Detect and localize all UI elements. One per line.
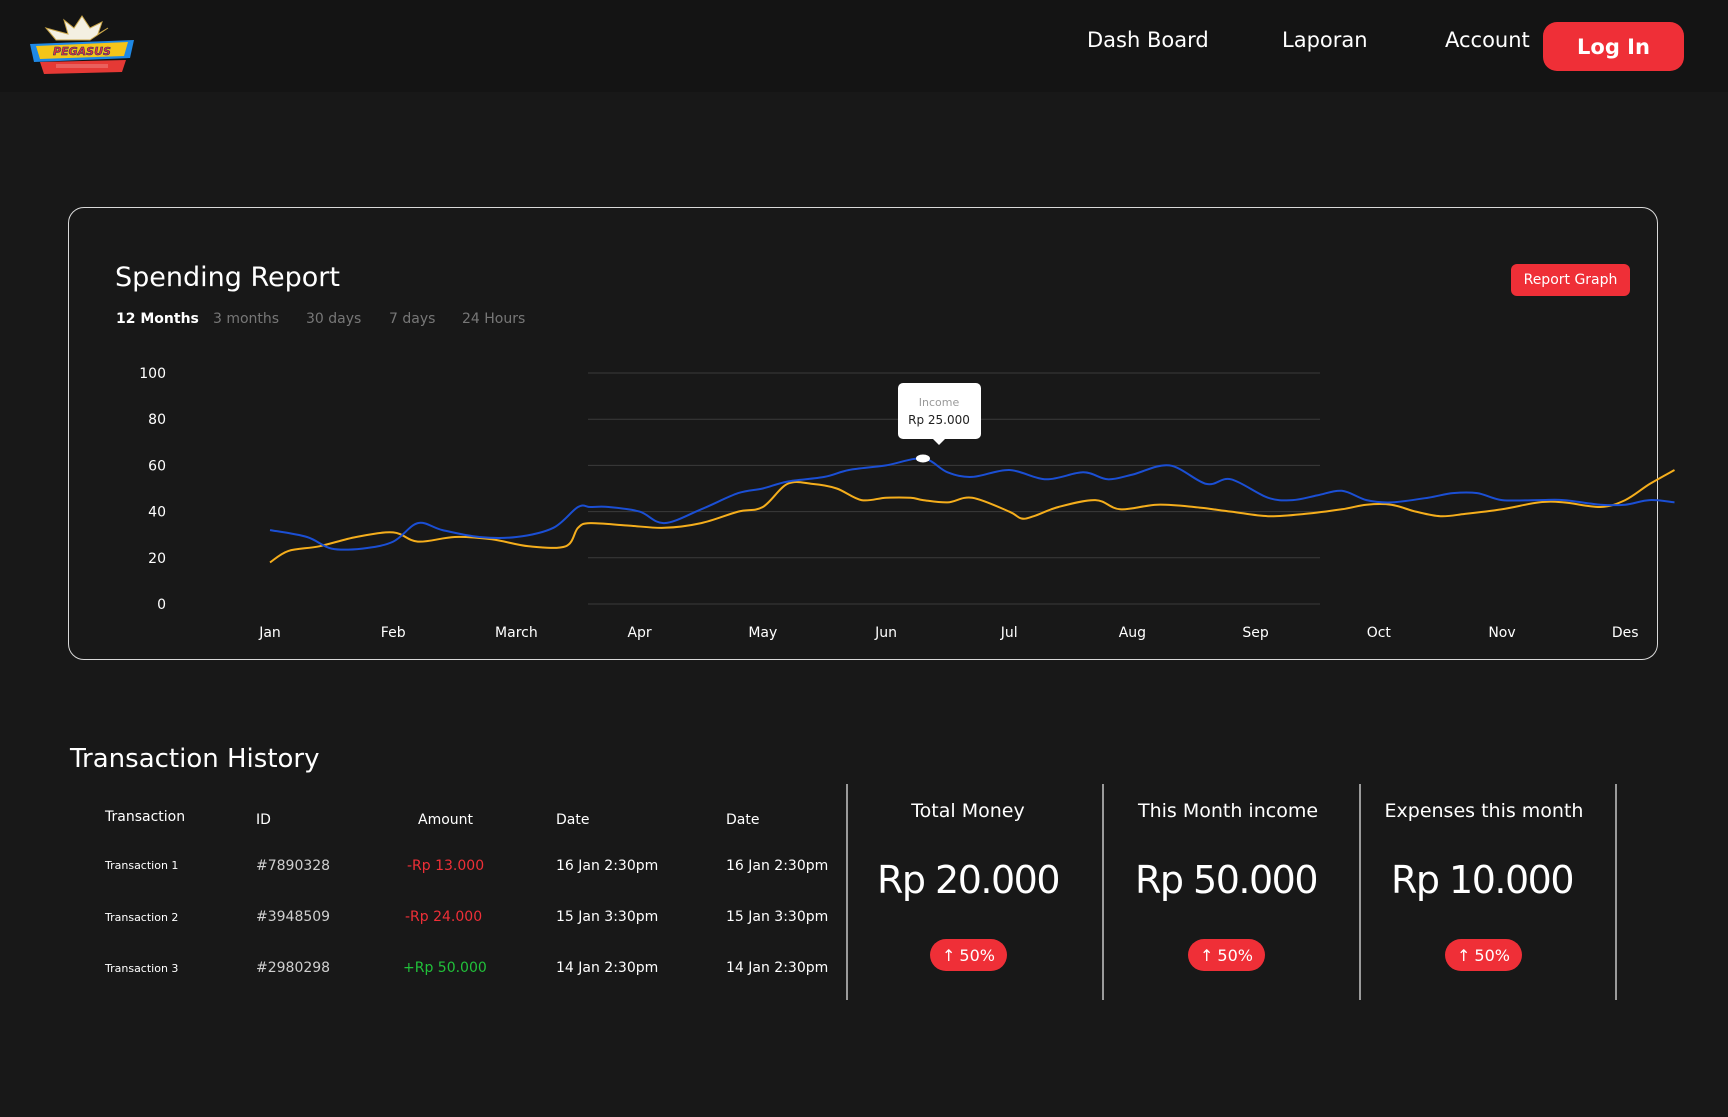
income-series-line bbox=[269, 457, 1675, 551]
stat-value: Rp 20.000 bbox=[876, 858, 1061, 902]
stat-change-value: 50% bbox=[1474, 945, 1510, 965]
tab-3-months[interactable]: 3 months bbox=[213, 311, 280, 327]
x-tick-label: Apr bbox=[627, 625, 651, 641]
report-graph-button[interactable]: Report Graph bbox=[1511, 264, 1630, 296]
transaction-amount: +Rp 50.000 bbox=[403, 960, 487, 976]
x-tick-label: Sep bbox=[1242, 625, 1269, 641]
stat-title: Expenses this month bbox=[1384, 800, 1584, 822]
x-tick-label: March bbox=[495, 625, 538, 641]
x-tick-label: Des bbox=[1612, 625, 1639, 641]
tab-12-months[interactable]: 12 Months bbox=[116, 311, 199, 327]
x-tick-label: Feb bbox=[381, 625, 406, 641]
x-tick-label: May bbox=[748, 625, 777, 641]
column-header-id: ID bbox=[256, 812, 271, 828]
column-header-date-2: Date bbox=[726, 812, 760, 828]
arrow-up-icon: ↑ bbox=[1200, 945, 1214, 965]
y-tick-label: 80 bbox=[148, 412, 166, 428]
chart-tooltip: Income Rp 25.000 bbox=[898, 383, 981, 445]
stat-divider bbox=[1102, 784, 1104, 1000]
transaction-name: Transaction 1 bbox=[105, 859, 179, 872]
stat-title: This Month income bbox=[1137, 800, 1319, 822]
transaction-amount: -Rp 13.000 bbox=[407, 858, 485, 874]
transaction-date-2: 16 Jan 2:30pm bbox=[726, 858, 829, 874]
transaction-date-2: 14 Jan 2:30pm bbox=[726, 960, 829, 976]
x-tick-label: Nov bbox=[1488, 625, 1515, 641]
nav-dashboard[interactable]: Dash Board bbox=[1087, 28, 1209, 52]
arrow-up-icon: ↑ bbox=[942, 945, 956, 965]
spending-report-card bbox=[68, 207, 1658, 660]
y-tick-label: 40 bbox=[148, 505, 166, 521]
login-button[interactable]: Log In bbox=[1543, 22, 1684, 71]
transaction-name: Transaction 2 bbox=[105, 911, 179, 924]
stat-value: Rp 10.000 bbox=[1390, 858, 1575, 902]
stat-change-badge: ↑ 50% bbox=[1445, 939, 1522, 971]
nav-account[interactable]: Account bbox=[1445, 28, 1530, 52]
transaction-date-2: 15 Jan 3:30pm bbox=[726, 909, 829, 925]
x-tick-label: Oct bbox=[1367, 625, 1392, 641]
stat-change-badge: ↑ 50% bbox=[1188, 939, 1265, 971]
stat-title: Total Money bbox=[911, 800, 1025, 822]
x-tick-label: Jul bbox=[1000, 625, 1018, 641]
nav-laporan[interactable]: Laporan bbox=[1282, 28, 1368, 52]
x-tick-label: Aug bbox=[1119, 625, 1146, 641]
transaction-date: 14 Jan 2:30pm bbox=[556, 960, 659, 976]
tab-30-days[interactable]: 30 days bbox=[306, 311, 362, 327]
stat-change-value: 50% bbox=[959, 945, 995, 965]
transaction-amount: -Rp 24.000 bbox=[405, 909, 483, 925]
column-header-transaction: Transaction bbox=[105, 809, 186, 825]
highlighted-data-point[interactable] bbox=[915, 454, 930, 463]
column-header-date: Date bbox=[556, 812, 590, 828]
tooltip-label: Income bbox=[919, 396, 960, 409]
tooltip-value: Rp 25.000 bbox=[908, 413, 970, 427]
transaction-history-title: Transaction History bbox=[70, 744, 320, 774]
transaction-date: 16 Jan 2:30pm bbox=[556, 858, 659, 874]
transaction-id: #2980298 bbox=[256, 960, 331, 976]
stat-change-badge: ↑ 50% bbox=[930, 939, 1007, 971]
tab-7-days[interactable]: 7 days bbox=[389, 311, 436, 327]
column-header-amount: Amount bbox=[418, 812, 474, 828]
y-tick-label: 60 bbox=[148, 458, 166, 474]
transaction-name: Transaction 3 bbox=[105, 962, 179, 975]
y-tick-label: 0 bbox=[157, 597, 166, 613]
report-title: Spending Report bbox=[115, 262, 340, 293]
stat-change-value: 50% bbox=[1217, 945, 1253, 965]
transaction-date: 15 Jan 3:30pm bbox=[556, 909, 659, 925]
transaction-id: #3948509 bbox=[256, 909, 331, 925]
x-tick-label: Jan bbox=[258, 625, 281, 641]
stat-value: Rp 50.000 bbox=[1134, 858, 1319, 902]
stat-divider bbox=[1615, 784, 1617, 1000]
arrow-up-icon: ↑ bbox=[1457, 945, 1471, 965]
pegasus-karting-logo[interactable]: PEGASUS bbox=[26, 14, 138, 80]
svg-text:PEGASUS: PEGASUS bbox=[53, 45, 111, 58]
stat-divider bbox=[846, 784, 848, 1000]
stat-divider bbox=[1359, 784, 1361, 1000]
transaction-id: #7890328 bbox=[256, 858, 331, 874]
y-tick-label: 20 bbox=[148, 551, 166, 567]
y-tick-label: 100 bbox=[139, 366, 166, 382]
top-bar: PEGASUS Dash Board Laporan Account Log I… bbox=[0, 0, 1728, 92]
expense-series-line bbox=[269, 469, 1675, 564]
tab-24-hours[interactable]: 24 Hours bbox=[462, 311, 526, 327]
x-tick-label: Jun bbox=[874, 625, 897, 641]
